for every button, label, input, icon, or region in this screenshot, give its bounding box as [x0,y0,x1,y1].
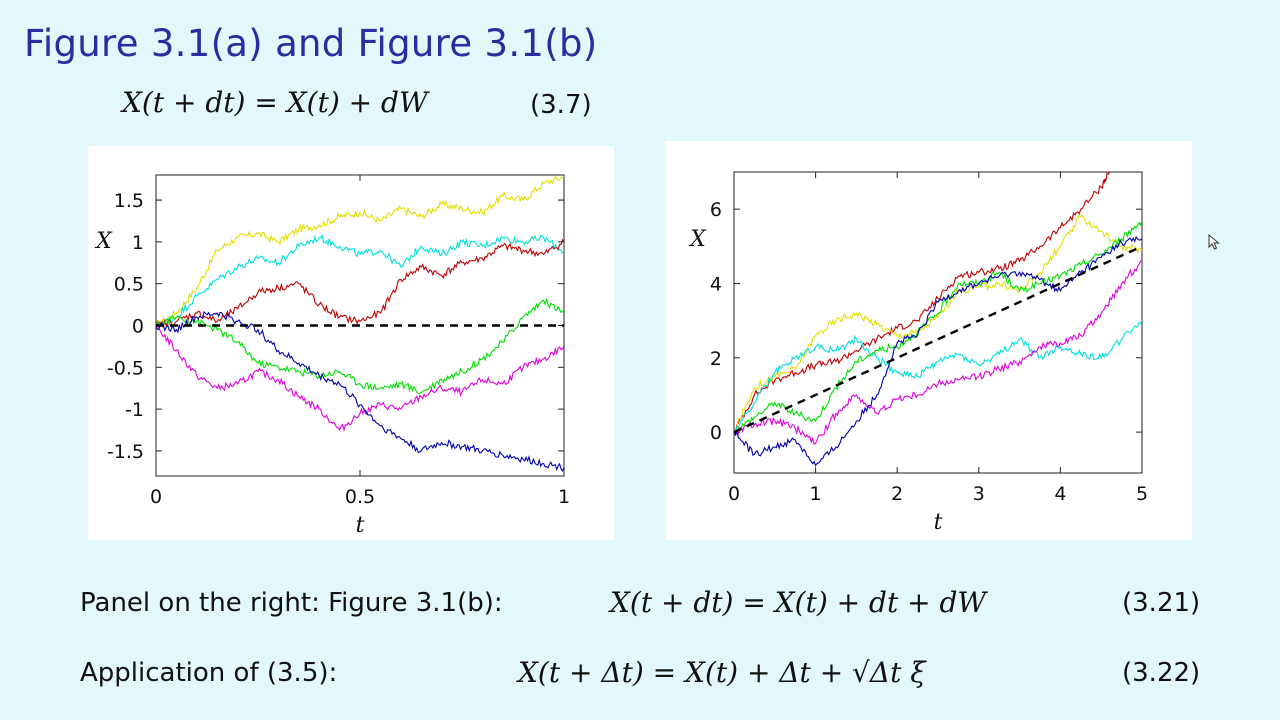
y-axis-label: X [94,229,113,254]
x-tick-label: 1 [558,486,570,508]
series-group [156,175,564,472]
series-line-2 [734,320,1142,433]
y-tick-label: 0 [710,422,722,444]
x-tick-label: 4 [1054,483,1066,505]
y-tick-label: 6 [710,199,722,221]
y-tick-label: 0 [132,316,144,338]
y-tick-label: -0.5 [107,357,144,379]
chart-panel-a: 0 0.5 1 1.5 1 0.5 0 -0.5 -1 -1.5 t X [88,146,614,540]
equation-3-7-number: (3.7) [530,90,592,120]
equation-3-21: X(t + dt) = X(t) + dt + dW [610,586,987,619]
equation-3-7: X(t + dt) = X(t) + dW [122,86,428,119]
x-tick-label: 2 [891,483,903,505]
y-tick-label: 1.5 [114,190,144,212]
x-tick-label: 1 [810,483,822,505]
y-tick-label: 4 [710,273,722,295]
chart-3-1a: 0 0.5 1 1.5 1 0.5 0 -0.5 -1 -1.5 t X [94,174,570,538]
y-tick-label: 2 [710,348,722,370]
x-tick-label: 0.5 [345,486,375,508]
series-line-1 [156,233,564,327]
y-tick-label: -1 [125,399,144,421]
slide-title: Figure 3.1(a) and Figure 3.1(b) [24,22,598,65]
row1-label: Panel on the right: Figure 3.1(b): [80,588,503,618]
chart-3-1b: 0 1 2 3 4 5 6 4 2 0 t X [688,171,1148,535]
series-line-0 [734,172,1110,433]
series-line-4 [156,322,564,432]
chart-panel-b: 0 1 2 3 4 5 6 4 2 0 t X [665,141,1192,540]
x-axis-label: t [934,510,943,535]
y-tick-label: 0.5 [114,274,144,296]
equation-3-21-number: (3.21) [1122,588,1201,618]
y-tick-label: 1 [132,232,144,254]
series-line-3 [156,298,564,395]
series-line-0 [156,175,564,328]
x-axis-label: t [356,513,365,538]
x-tick-label: 0 [150,486,162,508]
equation-3-22: X(t + Δt) = X(t) + Δt + √Δt ξ [518,656,926,689]
series-line-1 [734,214,1142,433]
series-line-5 [734,235,1142,467]
series-line-4 [734,260,1142,445]
equation-3-7-lhs: X(t + dt) = X(t) + dW [122,86,428,119]
series-line-5 [156,310,564,472]
mouse-cursor-icon [1208,234,1220,250]
x-tick-label: 5 [1136,483,1148,505]
reference-dashed-line [734,245,1142,434]
series-line-3 [734,220,1142,434]
x-tick-label: 0 [728,483,740,505]
series-group [734,172,1142,467]
row2-label: Application of (3.5): [80,658,338,688]
x-tick-label: 3 [973,483,985,505]
y-axis-label: X [688,227,707,252]
equation-3-22-number: (3.22) [1122,658,1201,688]
y-tick-label: -1.5 [107,441,144,463]
plot-frame [733,171,1143,474]
